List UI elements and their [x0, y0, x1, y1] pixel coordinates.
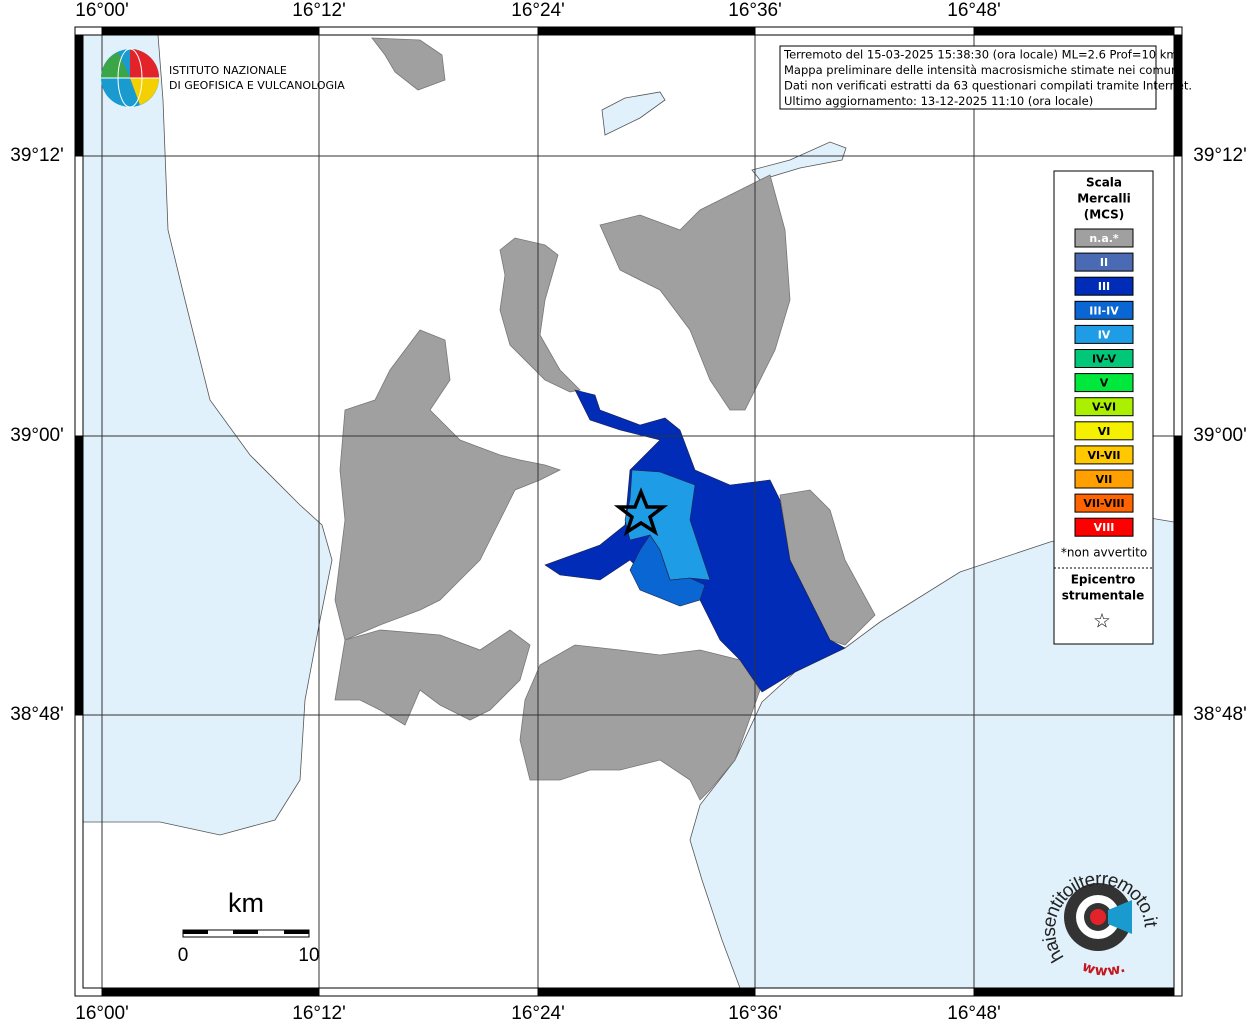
lake [601, 91, 666, 136]
graticule [83, 35, 1174, 988]
frame-bar [101, 987, 320, 997]
wm-speaker [1108, 900, 1132, 934]
legend-label: VI-VII [1087, 449, 1120, 462]
info-line: Terremoto del 15-03-2025 15:38:30 (ora l… [783, 48, 1178, 62]
frame-bar [537, 26, 756, 36]
frame-bar [973, 987, 1175, 997]
frame-bar [537, 987, 756, 997]
legend-swatch [1074, 373, 1134, 393]
frame [74, 26, 1183, 997]
legend-swatch [1074, 469, 1134, 489]
scale-segment [183, 930, 208, 934]
lon-label: 16°24' [511, 0, 565, 21]
lat-label: 39°00' [10, 425, 64, 446]
lon-label: 16°36' [728, 1003, 782, 1024]
legend-epicenter: strumentale [1062, 589, 1145, 603]
info-line: Ultimo aggiornamento: 13-12-2025 11:10 (… [784, 94, 1093, 108]
region-na [371, 37, 446, 91]
logo-text: ISTITUTO NAZIONALE [169, 64, 287, 77]
frame-bar [74, 34, 84, 157]
lon-label: 16°36' [728, 0, 782, 21]
lon-label: 16°24' [511, 1003, 565, 1024]
legend-swatch [1074, 397, 1134, 417]
wm-prefix: www. [1080, 959, 1128, 980]
legend-label: VII [1096, 473, 1113, 486]
legend-title: Scala [1086, 176, 1122, 190]
lon-label: 16°00' [75, 1003, 129, 1024]
legend-swatch [1074, 228, 1134, 248]
sea-east [689, 517, 1175, 989]
scale-segment [284, 930, 309, 934]
lat-label: 39°00' [1193, 425, 1247, 446]
legend-label: VII-VIII [1083, 497, 1124, 510]
region-na [334, 329, 562, 641]
region-na [519, 644, 761, 801]
lon-label: 16°48' [947, 0, 1001, 21]
logo-segment [130, 78, 159, 105]
scale-label: 10 [298, 945, 319, 966]
logo-segment [130, 49, 159, 78]
scale-segment [233, 930, 258, 934]
lon-label: 16°00' [75, 0, 129, 21]
legend-swatch [1074, 493, 1134, 513]
legend-star: ☆ [1093, 609, 1111, 633]
wm-core [1090, 909, 1106, 925]
info-line: Dati non verificati estratti da 63 quest… [784, 79, 1192, 93]
legend-label: IV [1098, 328, 1111, 341]
frame-bar [1173, 34, 1183, 157]
frame-bar [74, 435, 84, 716]
legend-swatch [1074, 300, 1134, 320]
region-na [599, 174, 791, 411]
watermark: haisentitoilterremoto.it www. [1039, 869, 1161, 980]
lat-label: 39°12' [1193, 145, 1247, 166]
logo-text: DI GEOFISICA E VULCANOLOGIA [169, 79, 345, 92]
scale-bar: km 0 10 [178, 888, 320, 966]
legend-epicenter: Epicentro [1071, 573, 1136, 587]
frame-bar [973, 26, 1175, 36]
legend-label: III [1098, 280, 1110, 293]
legend-label: II [1100, 256, 1108, 269]
legend-title: (MCS) [1084, 208, 1125, 222]
legend-swatch [1074, 421, 1134, 441]
wm-prefix-path: www. [1080, 959, 1128, 980]
legend-swatch [1074, 445, 1134, 465]
legend-swatch [1074, 324, 1134, 344]
sea-west [82, 34, 333, 836]
frame-bar [1173, 435, 1183, 716]
ingv-logo: ISTITUTO NAZIONALE DI GEOFISICA E VULCAN… [101, 48, 345, 108]
legend-note: *non avvertito [1061, 546, 1147, 560]
legend-swatch [1074, 349, 1134, 368]
legend-label: V [1100, 377, 1109, 390]
legend-label: V-VI [1092, 401, 1116, 414]
lon-label: 16°48' [947, 1003, 1001, 1024]
region-iii-iv [629, 534, 706, 607]
lon-label: 16°12' [292, 1003, 346, 1024]
legend-swatch [1074, 252, 1134, 272]
info-box [779, 45, 1157, 110]
lat-label: 38°48' [1193, 704, 1247, 725]
legend-title: Mercalli [1077, 192, 1131, 206]
legend-label: IV-V [1092, 353, 1117, 366]
scale-label: 0 [178, 945, 189, 966]
legend-label: VIII [1094, 521, 1115, 534]
legend-label: n.a.* [1089, 232, 1119, 245]
epicenter-star [613, 487, 669, 537]
lon-label: 16°12' [292, 0, 346, 21]
region-na [499, 237, 581, 393]
lat-label: 38°48' [10, 704, 64, 725]
logo-segment [101, 52, 130, 78]
frame-bar [101, 26, 320, 36]
legend-label: VI [1098, 425, 1111, 438]
lat-label: 39°12' [10, 145, 64, 166]
info-line: Mappa preliminare delle intensità macros… [784, 63, 1181, 77]
scale-unit: km [228, 888, 264, 918]
legend-label: III-IV [1089, 304, 1119, 317]
legend-swatch [1074, 517, 1134, 537]
legend-swatch [1074, 276, 1134, 296]
